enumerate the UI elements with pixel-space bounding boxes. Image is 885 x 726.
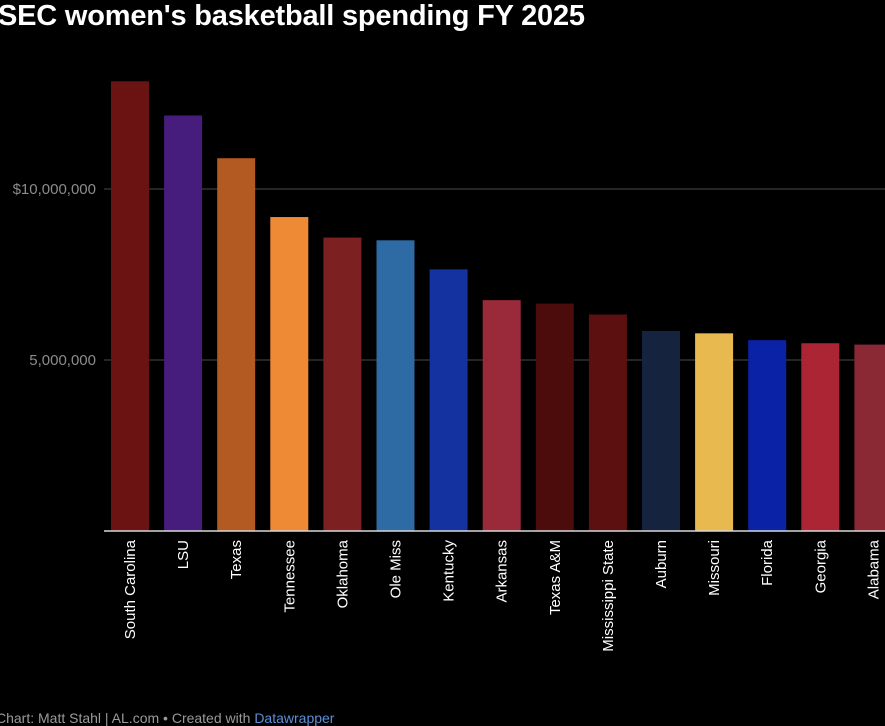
x-axis-category-labels: South Carolina LSU Texas Tennessee Oklahoma O… (122, 539, 882, 651)
x-tick-label: Georgia (812, 539, 829, 593)
x-tick-label: Ole Miss (388, 540, 405, 598)
chart-title: SEC women's basketball spending FY 2025 (0, 0, 585, 32)
bar-south-carolina[interactable] (111, 81, 149, 532)
x-tick-label: Arkansas (494, 540, 511, 603)
x-tick-label: Missouri (706, 540, 723, 596)
x-tick-label: Auburn (653, 540, 670, 588)
bar-arkansas[interactable] (482, 300, 521, 531)
bar-missouri[interactable] (695, 333, 734, 531)
x-tick-label: LSU (175, 540, 192, 569)
bar-texas-a-m[interactable] (535, 303, 574, 531)
x-tick-label: Florida (759, 539, 776, 586)
bar-alabama[interactable] (854, 344, 885, 531)
x-tick-label: Mississippi State (600, 540, 617, 652)
bar-ole-miss[interactable] (376, 240, 415, 532)
y-axis-tick-labels: 5,000,000 $10,000,000 (13, 181, 96, 369)
bar-texas[interactable] (217, 158, 256, 531)
bar-tennessee[interactable] (270, 217, 309, 531)
x-tick-label: Texas (228, 540, 245, 579)
x-tick-label: Texas A&M (547, 540, 564, 615)
y-tick-label: $10,000,000 (13, 181, 96, 198)
bar-florida[interactable] (748, 340, 787, 531)
bars (111, 81, 885, 532)
bar-kentucky[interactable] (429, 269, 468, 531)
y-tick-label: 5,000,000 (29, 352, 96, 369)
footer-source-text: Chart: Matt Stahl | AL.com • Created wit… (0, 710, 255, 726)
bar-oklahoma[interactable] (323, 237, 362, 531)
x-tick-label: Tennessee (281, 540, 298, 613)
x-tick-label: Alabama (865, 539, 882, 599)
x-tick-label: Oklahoma (334, 539, 351, 608)
datawrapper-link[interactable]: Datawrapper (254, 710, 335, 726)
x-tick-label: South Carolina (122, 539, 139, 639)
chart-footer: Chart: Matt Stahl | AL.com • Created wit… (0, 710, 334, 726)
bar-lsu[interactable] (164, 115, 203, 531)
bar-auburn[interactable] (642, 330, 680, 531)
bar-mississippi-state[interactable] (588, 314, 627, 531)
bar-georgia[interactable] (801, 343, 840, 531)
x-tick-label: Kentucky (441, 540, 458, 602)
